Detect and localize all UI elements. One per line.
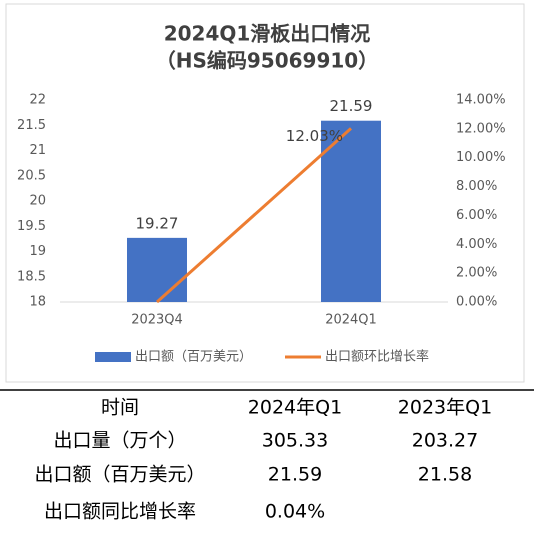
y-tick-label: 19 <box>29 244 46 259</box>
chart-frame <box>5 3 525 383</box>
y2-tick-label: 12.00% <box>456 121 506 136</box>
y2-tick-label: 10.00% <box>456 150 506 165</box>
legend-label: 出口额（百万美元） <box>135 350 252 365</box>
y2-tick-label: 14.00% <box>456 93 506 108</box>
chart-title: 2024Q1滑板出口情况 <box>164 22 371 46</box>
table-cell: 出口额（百万美元） <box>34 464 205 486</box>
line <box>155 127 353 304</box>
chart-subtitle: （HS编码95069910） <box>156 49 378 73</box>
y2-tick-label: 0.00% <box>456 295 497 310</box>
y-tick-label: 20 <box>29 194 46 209</box>
table-cell: 305.33 <box>262 430 328 452</box>
table-cell: 0.04% <box>265 501 325 523</box>
y-tick-label: 21.5 <box>17 118 46 133</box>
table-cell: 21.59 <box>268 464 322 486</box>
x-tick-label: 2023Q4 <box>131 313 183 328</box>
table-cell: 203.27 <box>412 430 478 452</box>
data-label: 21.59 <box>330 97 373 115</box>
y2-tick-label: 6.00% <box>456 208 497 223</box>
data-label: 19.27 <box>136 214 179 232</box>
table-header: 2023年Q1 <box>398 397 492 419</box>
y-tick-label: 22 <box>29 93 46 108</box>
y-tick-label: 18.5 <box>17 269 46 284</box>
y-tick-label: 21 <box>29 143 46 158</box>
table-cell: 出口额同比增长率 <box>44 501 196 523</box>
y2-tick-label: 4.00% <box>456 237 497 252</box>
data-label: 12.03% <box>286 127 343 145</box>
y-tick-label: 19.5 <box>17 219 46 234</box>
y-tick-label: 20.5 <box>17 168 46 183</box>
bar <box>127 237 187 302</box>
table-header: 时间 <box>101 397 139 419</box>
table-cell: 出口量（万个） <box>53 430 186 452</box>
y2-tick-label: 2.00% <box>456 266 497 281</box>
y2-tick-label: 8.00% <box>456 179 497 194</box>
x-tick-label: 2024Q1 <box>325 313 377 328</box>
y-tick-label: 18 <box>29 295 46 310</box>
table-cell: 21.58 <box>418 464 472 486</box>
bar <box>321 120 381 302</box>
legend-swatch <box>95 352 131 362</box>
table-header: 2024年Q1 <box>248 397 342 419</box>
legend-label: 出口额环比增长率 <box>325 349 429 365</box>
